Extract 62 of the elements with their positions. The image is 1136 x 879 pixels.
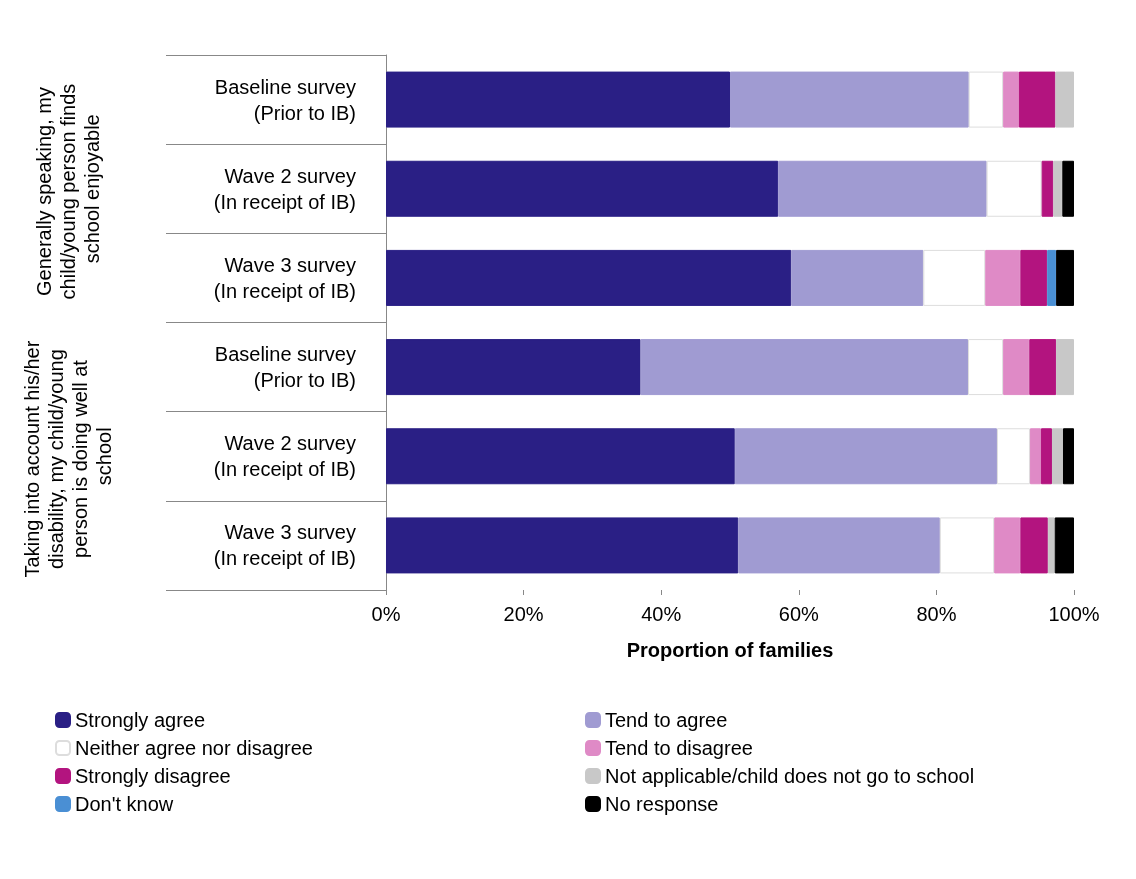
y-tick-label: Wave 2 survey (In receipt of IB) [213,164,356,213]
bar [640,339,969,396]
bar [1053,160,1063,217]
bar [1062,428,1074,485]
bar [386,517,739,574]
bar [1003,71,1019,128]
bar [1040,428,1052,485]
bar [994,517,1021,574]
bar [1047,249,1057,306]
bar [738,517,940,574]
x-tick-label: 0% [371,603,401,625]
bar [1020,249,1048,306]
bar [1018,71,1056,128]
x-tick-label: 100% [1048,603,1100,625]
bar [968,339,1004,396]
bar [985,249,1021,306]
x-axis-title: Proportion of families [626,639,834,661]
bar [1020,517,1048,574]
bar [1062,160,1074,217]
bar [1029,428,1041,485]
legend-label: Neither agree nor disagree [75,737,313,759]
x-tick-label: 60% [778,603,820,625]
bar [986,160,1042,217]
bar [386,428,735,485]
y-tick-label: Baseline survey (Prior to IB) [214,343,356,392]
legend-label: Strongly agree [75,709,206,731]
bar [1041,160,1054,217]
bar [923,249,986,306]
x-tick-label: 20% [503,603,544,625]
bar [1029,339,1057,396]
bar [1054,517,1074,574]
bar [386,71,730,128]
y-tick-label: Baseline survey (Prior to IB) [214,75,356,124]
bar [734,428,997,485]
bar [968,71,1004,128]
legend-label: Strongly disagree [75,765,231,787]
bar [1056,249,1074,306]
bar [1003,339,1030,396]
bar [996,428,1030,485]
bar [1051,428,1063,485]
legend-label: No response [605,793,719,815]
legend-label: Don't know [75,793,174,815]
bar [1055,71,1074,128]
bar [386,160,779,217]
bar [778,160,987,217]
text: Taking into account his/her disability, my child/young person is doing well at school [21,335,115,578]
x-tick-label: 80% [916,603,957,625]
y-tick-label: Wave 3 survey (In receipt of IB) [213,521,356,570]
legend-label: Tend to agree [605,709,728,731]
bar [1047,517,1055,574]
legend-label: Tend to disagree [605,737,753,759]
bar [791,249,924,306]
legend-label: Not applicable/child does not go to school [605,765,975,787]
y-tick-label: Wave 2 survey (In receipt of IB) [213,432,356,481]
bar [386,249,792,306]
bar [939,517,995,574]
bar [1056,339,1074,396]
bar [386,339,641,396]
y-tick-label: Wave 3 survey (In receipt of IB) [213,253,356,302]
x-tick-label: 40% [641,603,682,625]
text: Generally speaking, my child/young person finds school enjoyable [33,78,103,300]
bar [730,71,969,128]
